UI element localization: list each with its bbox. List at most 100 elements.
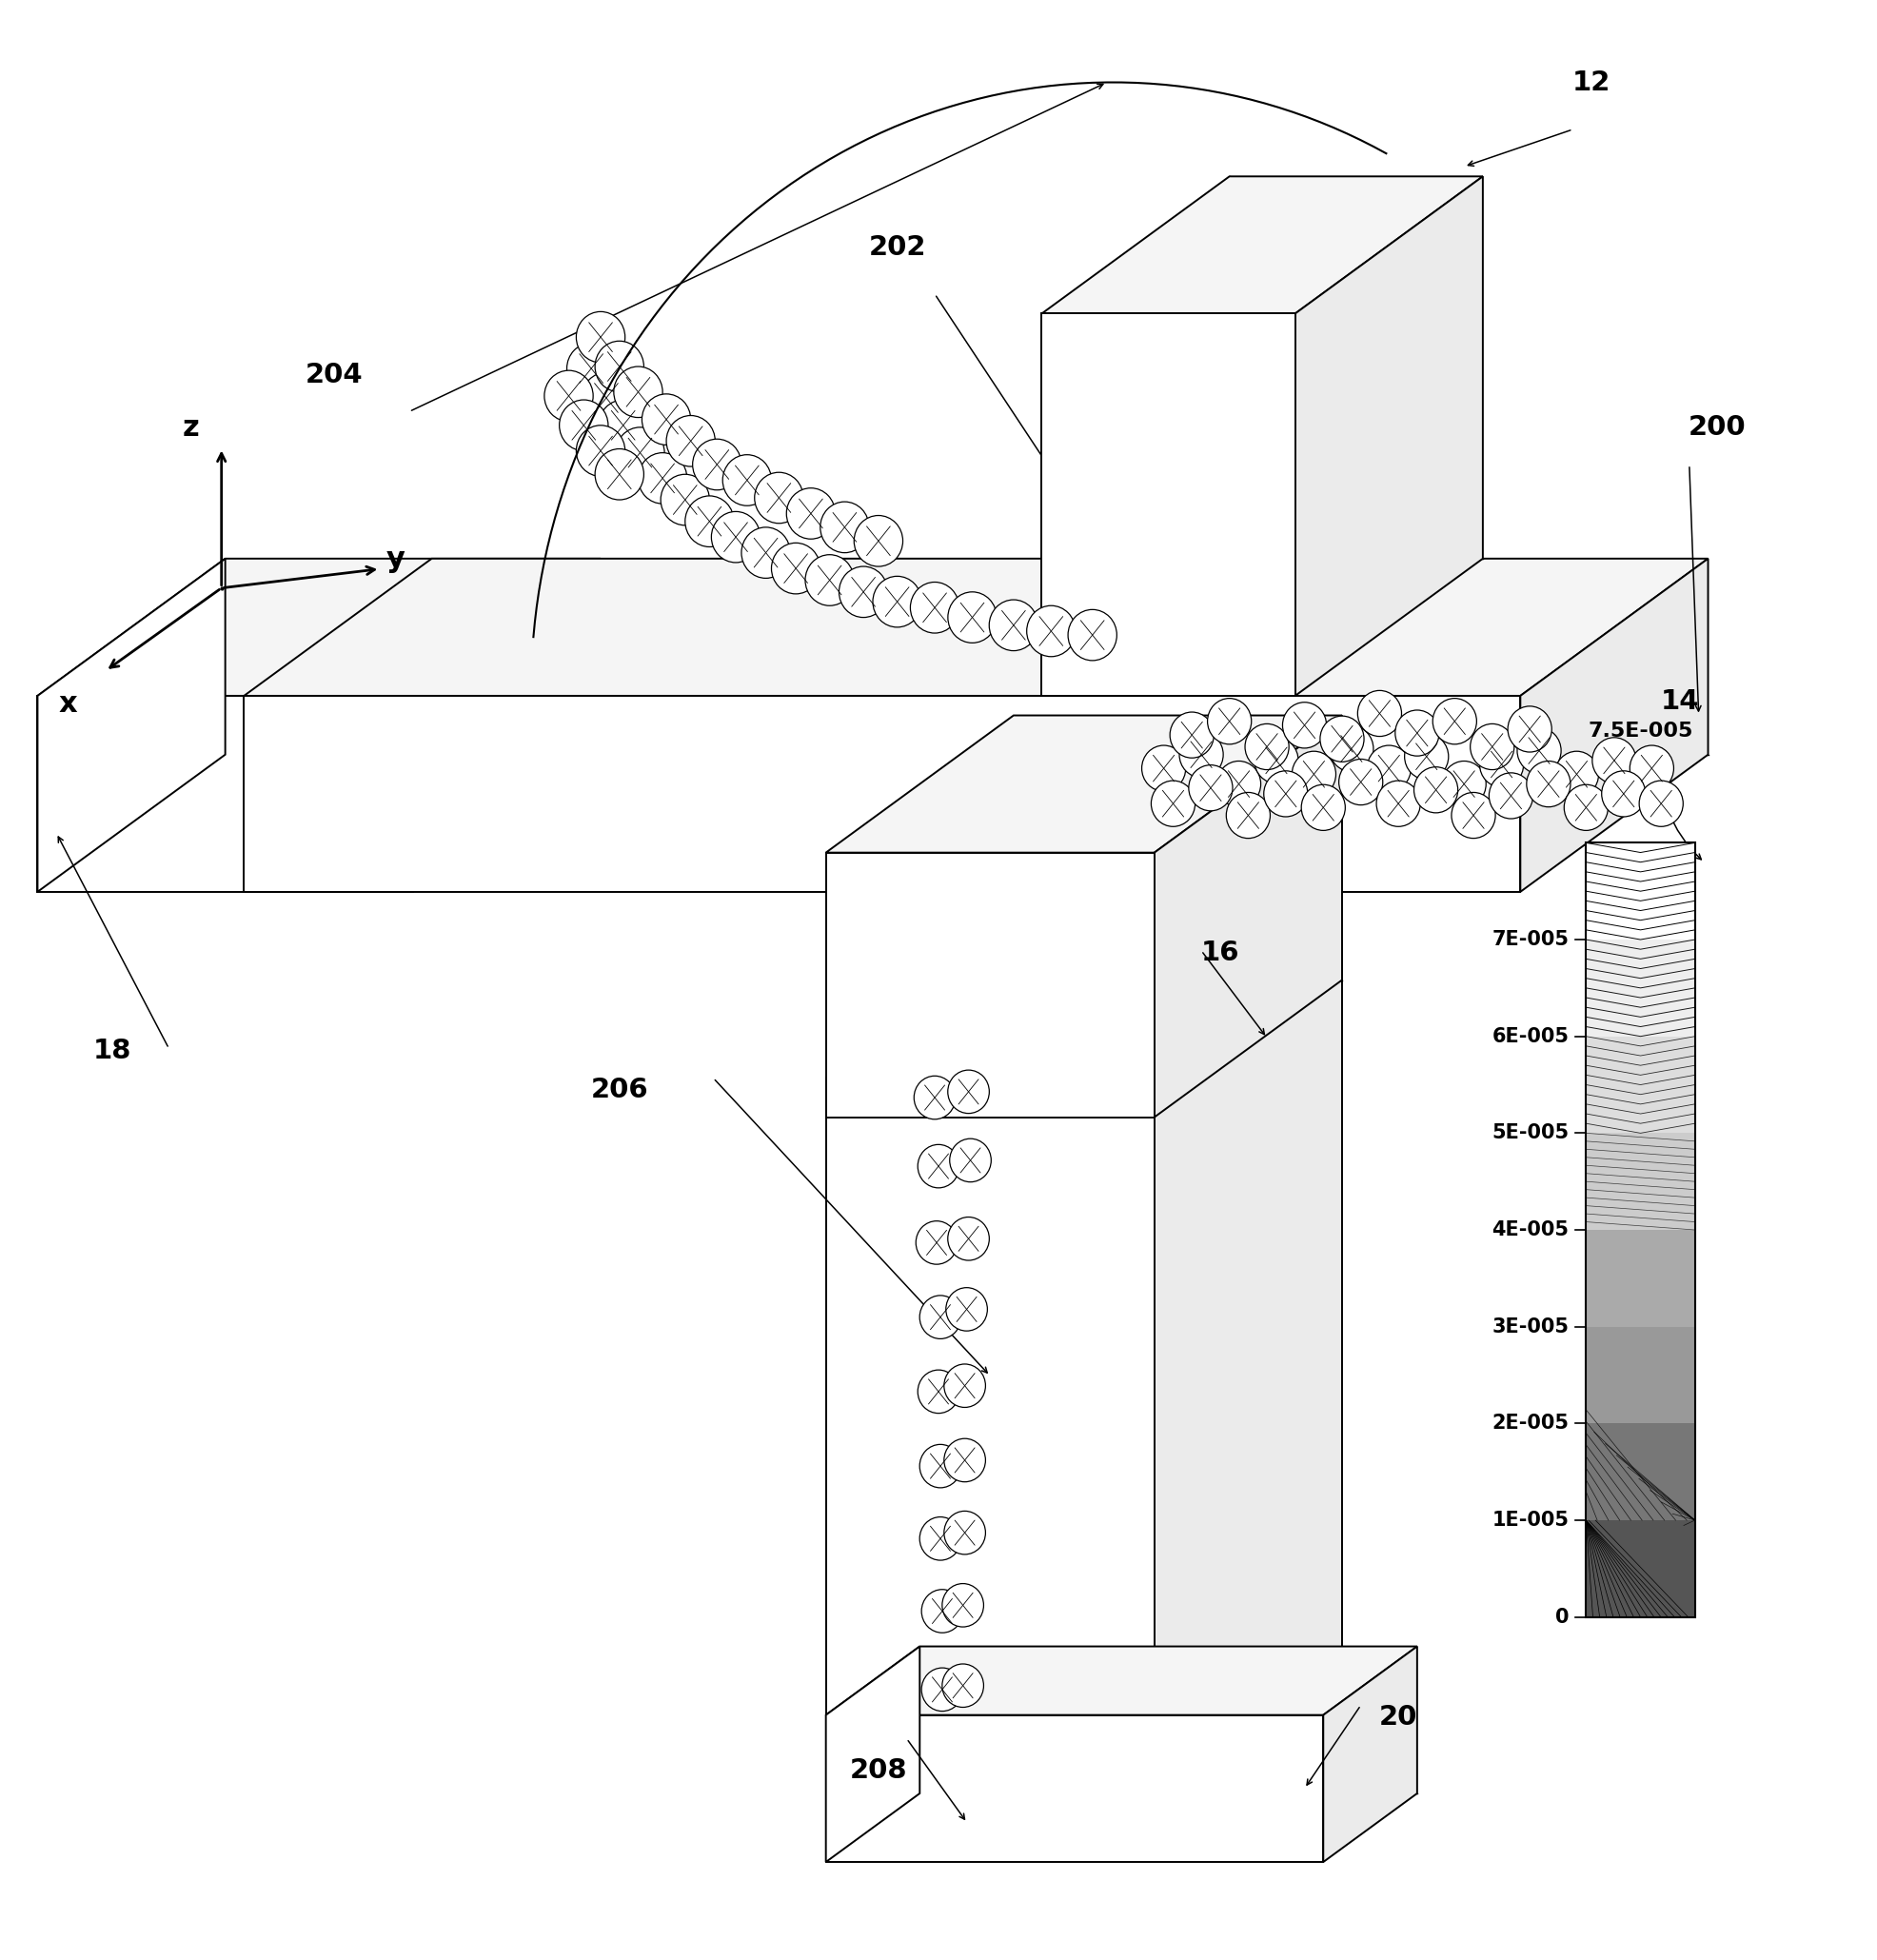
Circle shape xyxy=(948,1217,989,1260)
Circle shape xyxy=(948,1070,989,1113)
Circle shape xyxy=(922,1668,963,1711)
Text: 18: 18 xyxy=(94,1037,131,1064)
Circle shape xyxy=(916,1221,957,1264)
Circle shape xyxy=(638,453,687,504)
Circle shape xyxy=(1188,764,1233,811)
Polygon shape xyxy=(826,1715,1323,1862)
Circle shape xyxy=(567,343,616,394)
Circle shape xyxy=(1244,723,1289,770)
Circle shape xyxy=(910,582,959,633)
Circle shape xyxy=(786,488,835,539)
Circle shape xyxy=(666,416,715,466)
Bar xyxy=(1586,1521,1695,1617)
Circle shape xyxy=(576,312,625,363)
Text: 206: 206 xyxy=(591,1076,648,1103)
Circle shape xyxy=(1366,745,1412,792)
Text: 2E-005: 2E-005 xyxy=(1492,1413,1569,1433)
Circle shape xyxy=(854,515,903,566)
Circle shape xyxy=(1357,690,1402,737)
Circle shape xyxy=(544,370,593,421)
Bar xyxy=(1586,1231,1695,1327)
Circle shape xyxy=(942,1584,984,1627)
Circle shape xyxy=(946,1288,987,1331)
Bar xyxy=(1586,1423,1695,1521)
Circle shape xyxy=(559,400,608,451)
Text: 14: 14 xyxy=(1661,688,1699,715)
Circle shape xyxy=(1179,731,1224,778)
Text: 16: 16 xyxy=(1201,939,1239,966)
Polygon shape xyxy=(826,1646,1417,1715)
Polygon shape xyxy=(244,559,1708,696)
Circle shape xyxy=(614,367,663,417)
Polygon shape xyxy=(826,1078,1154,1823)
Circle shape xyxy=(950,1139,991,1182)
Text: 7.5E-005: 7.5E-005 xyxy=(1588,721,1693,741)
Circle shape xyxy=(820,502,869,553)
Polygon shape xyxy=(826,941,1342,1078)
Circle shape xyxy=(1432,698,1477,745)
Circle shape xyxy=(918,1145,959,1188)
Circle shape xyxy=(1601,770,1646,817)
Circle shape xyxy=(914,1076,955,1119)
Polygon shape xyxy=(413,559,601,892)
Circle shape xyxy=(1479,741,1524,788)
Polygon shape xyxy=(38,559,601,696)
Bar xyxy=(1586,843,1695,1617)
Polygon shape xyxy=(1154,941,1342,1823)
Circle shape xyxy=(1592,737,1637,784)
Circle shape xyxy=(1141,745,1186,792)
Text: 20: 20 xyxy=(1380,1703,1417,1731)
Polygon shape xyxy=(826,715,1342,853)
Circle shape xyxy=(1338,759,1383,806)
Bar xyxy=(1586,1133,1695,1231)
Circle shape xyxy=(1207,698,1252,745)
Circle shape xyxy=(918,1370,959,1413)
Polygon shape xyxy=(38,696,413,892)
Text: 7E-005: 7E-005 xyxy=(1492,931,1569,949)
Circle shape xyxy=(1282,702,1327,749)
Circle shape xyxy=(1413,766,1458,813)
Text: x: x xyxy=(58,690,77,717)
Circle shape xyxy=(1442,760,1487,808)
Text: 12: 12 xyxy=(1573,69,1610,96)
Circle shape xyxy=(1376,780,1421,827)
Circle shape xyxy=(711,512,760,563)
Circle shape xyxy=(920,1445,961,1488)
Bar xyxy=(1586,939,1695,1037)
Circle shape xyxy=(873,576,922,627)
Circle shape xyxy=(1564,784,1609,831)
Text: 1E-005: 1E-005 xyxy=(1492,1511,1569,1529)
Circle shape xyxy=(1263,770,1308,817)
Text: z: z xyxy=(182,414,199,441)
Circle shape xyxy=(693,439,741,490)
Polygon shape xyxy=(1520,559,1708,892)
Circle shape xyxy=(599,400,648,451)
Text: Z - m: Z - m xyxy=(1609,784,1672,808)
Circle shape xyxy=(1216,760,1261,808)
Polygon shape xyxy=(1295,176,1483,696)
Circle shape xyxy=(1507,706,1552,753)
Text: y: y xyxy=(387,545,405,572)
Circle shape xyxy=(944,1364,985,1407)
Circle shape xyxy=(1639,780,1684,827)
Circle shape xyxy=(1291,751,1336,798)
Circle shape xyxy=(616,427,664,478)
Bar xyxy=(1586,843,1695,939)
Circle shape xyxy=(948,592,997,643)
Text: 204: 204 xyxy=(306,361,362,388)
Circle shape xyxy=(1329,725,1374,772)
Circle shape xyxy=(771,543,820,594)
Circle shape xyxy=(755,472,803,523)
Text: 208: 208 xyxy=(850,1756,907,1784)
Text: 5E-005: 5E-005 xyxy=(1492,1123,1569,1143)
Circle shape xyxy=(922,1590,963,1633)
Circle shape xyxy=(1226,792,1271,839)
Text: 0: 0 xyxy=(1556,1607,1569,1627)
Circle shape xyxy=(685,496,734,547)
Text: 202: 202 xyxy=(869,233,925,261)
Circle shape xyxy=(1526,760,1571,808)
Circle shape xyxy=(1404,733,1449,780)
Circle shape xyxy=(1151,780,1196,827)
Circle shape xyxy=(805,555,854,606)
Circle shape xyxy=(942,1664,984,1707)
